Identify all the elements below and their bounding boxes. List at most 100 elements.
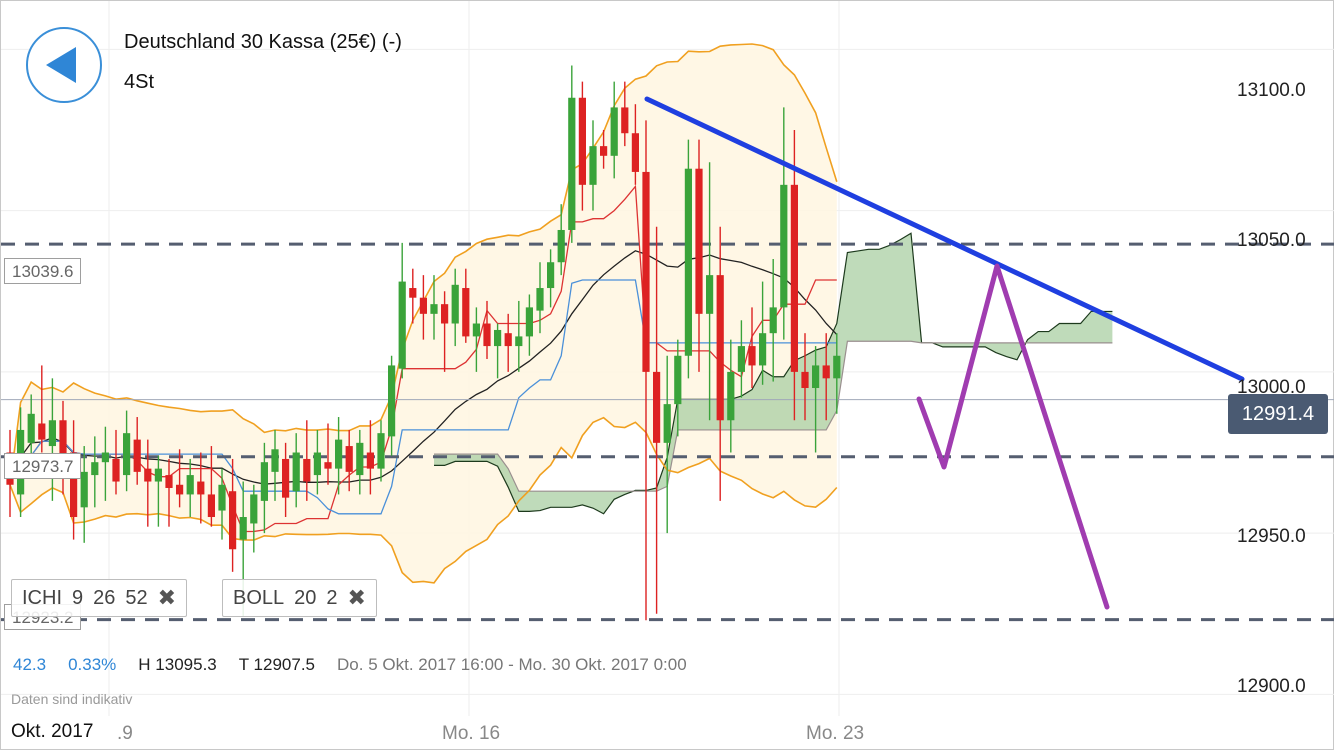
remove-ichimoku-icon[interactable]: ✖ xyxy=(157,585,177,610)
candle-body xyxy=(600,146,608,156)
candle-body xyxy=(313,452,321,476)
candle xyxy=(419,275,427,340)
candle xyxy=(229,458,237,572)
candle xyxy=(716,226,724,501)
candle-body xyxy=(197,481,205,495)
candle-body xyxy=(91,462,99,476)
candle-body xyxy=(441,304,449,324)
ichimoku-name: ICHI xyxy=(22,586,62,609)
senkou-span-b xyxy=(434,340,1113,492)
bollinger-name: BOLL xyxy=(233,586,285,609)
candle xyxy=(557,204,565,276)
candle-body xyxy=(833,355,841,379)
candle xyxy=(653,226,661,614)
candle xyxy=(441,291,449,372)
candle-body xyxy=(218,484,226,511)
candle xyxy=(769,259,777,382)
candle xyxy=(250,484,258,553)
candle xyxy=(727,339,735,453)
candle-body xyxy=(780,184,788,308)
stats-bar: 42.3 0.33% H 13095.3 T 12907.5 Do. 5 Okt… xyxy=(13,655,709,675)
candle xyxy=(345,429,353,492)
candle-body xyxy=(674,355,682,405)
candle-body xyxy=(123,433,131,476)
candle xyxy=(504,313,512,372)
y-tick-label: 13000.0 xyxy=(1237,377,1306,398)
candle-body xyxy=(790,184,798,372)
candle-body xyxy=(356,442,364,476)
candle xyxy=(472,307,480,372)
candle xyxy=(748,307,756,389)
x-tick-label: Mo. 16 xyxy=(442,723,501,744)
candle xyxy=(123,410,131,492)
candle xyxy=(388,355,396,456)
candle-body xyxy=(207,494,215,518)
candle xyxy=(631,104,639,185)
candle xyxy=(80,446,88,543)
candle-body xyxy=(398,281,406,369)
remove-bollinger-icon[interactable]: ✖ xyxy=(347,585,366,610)
candle-body xyxy=(536,288,544,311)
candle-body xyxy=(250,494,258,524)
candle xyxy=(621,81,629,147)
candle-body xyxy=(80,471,88,508)
candle-body xyxy=(568,97,576,230)
candle-body xyxy=(610,107,618,156)
candle xyxy=(154,455,162,527)
candle-body xyxy=(345,446,353,472)
candle-body xyxy=(27,413,35,443)
y-tick-label: 13100.0 xyxy=(1237,80,1306,101)
candle xyxy=(48,378,56,501)
candle-body xyxy=(801,371,809,389)
candle-body xyxy=(324,462,332,469)
level-label-1[interactable]: 13039.6 xyxy=(4,258,82,284)
candle-body xyxy=(578,97,586,185)
candle xyxy=(822,333,830,421)
candle-body xyxy=(59,420,67,466)
date-range: Do. 5 Okt. 2017 16:00 - Mo. 30 Okt. 2017… xyxy=(337,655,687,674)
candle-body xyxy=(737,346,745,372)
candle xyxy=(335,417,343,495)
candle xyxy=(313,429,321,495)
candle xyxy=(91,436,99,508)
candle xyxy=(684,139,692,379)
ichimoku-param-2: 26 xyxy=(93,586,116,609)
instrument-title: Deutschland 30 Kassa (25€) (-) xyxy=(124,31,402,53)
candle xyxy=(70,420,78,540)
candle xyxy=(165,458,173,527)
candle-body xyxy=(472,323,480,337)
candle xyxy=(833,333,841,414)
candle xyxy=(695,139,703,372)
y-tick-label: 12950.0 xyxy=(1237,526,1306,547)
x-tick-label: .9 xyxy=(117,723,133,744)
candle xyxy=(536,262,544,334)
candle xyxy=(780,107,788,340)
candle-body xyxy=(748,346,756,366)
level-label-2[interactable]: 12973.7 xyxy=(4,453,82,479)
bollinger-chip[interactable]: BOLL 20 2 ✖ xyxy=(222,579,377,617)
candle xyxy=(494,323,502,379)
candle-body xyxy=(419,297,427,314)
timeframe-label[interactable]: 4St xyxy=(124,71,155,93)
candle-body xyxy=(589,146,597,185)
x-tick-label: Mo. 23 xyxy=(806,723,865,744)
candle-body xyxy=(631,133,639,172)
candle-body xyxy=(38,423,46,440)
candle-body xyxy=(822,365,830,379)
candle xyxy=(292,433,300,508)
ichimoku-chip[interactable]: ICHI 9 26 52 ✖ xyxy=(11,579,188,617)
candle-body xyxy=(515,336,523,347)
back-arrow-icon xyxy=(46,47,76,83)
candle-body xyxy=(176,484,184,495)
candle-body xyxy=(154,468,162,482)
projection-path xyxy=(916,263,1110,610)
candle-body xyxy=(483,323,491,347)
candle-body xyxy=(547,262,555,289)
candle-body xyxy=(525,307,533,337)
back-button[interactable] xyxy=(26,27,102,103)
candle xyxy=(790,130,798,421)
candle xyxy=(377,420,385,482)
candle xyxy=(578,81,586,211)
